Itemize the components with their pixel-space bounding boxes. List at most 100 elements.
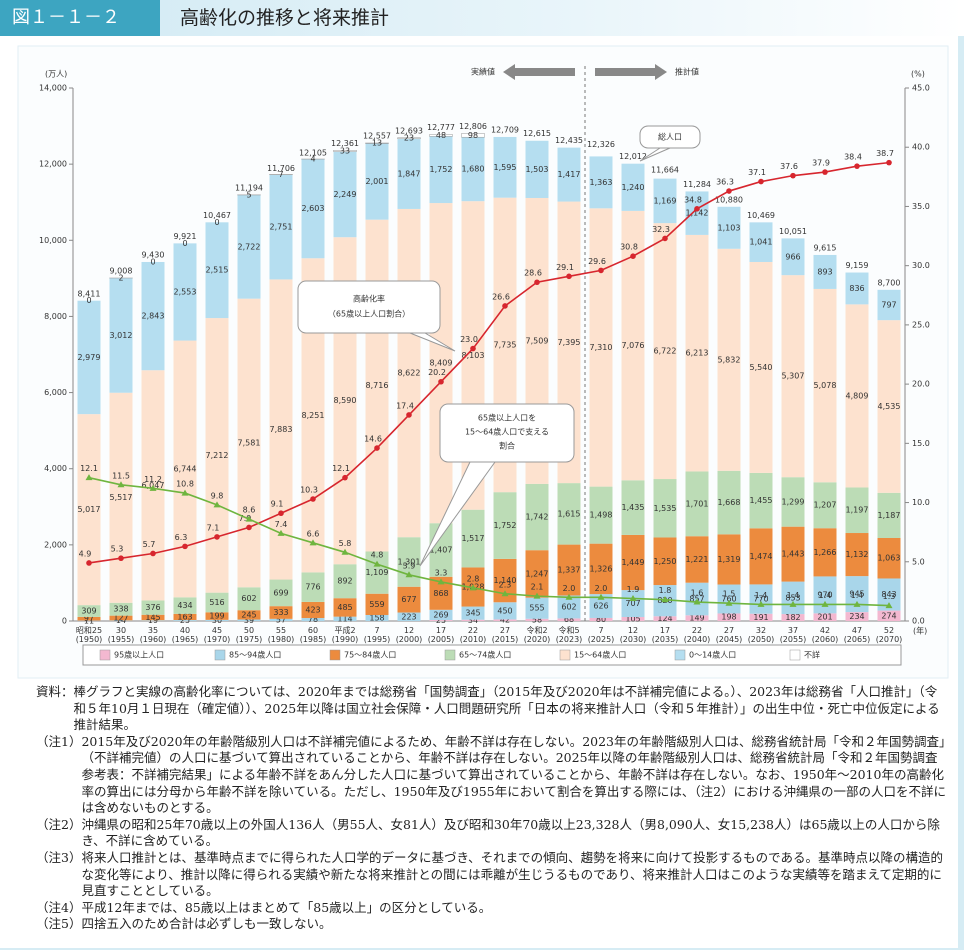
- segment-label: 333: [273, 608, 288, 617]
- line-marker: [149, 484, 157, 491]
- bar-segment: [237, 587, 261, 611]
- bar-segment: [205, 612, 229, 620]
- line-label: 1.4: [755, 591, 768, 600]
- line-marker: [406, 412, 412, 418]
- segment-label: 1,187: [878, 511, 901, 520]
- x-tick-label: 17 (2035): [652, 626, 679, 644]
- line-marker: [277, 529, 285, 536]
- segment-label: 1,197: [846, 506, 869, 515]
- y2-tick-label: 5.0: [912, 557, 925, 566]
- bar-segment: [493, 602, 517, 620]
- segment-label: 5,307: [782, 372, 805, 381]
- bar-segment: [845, 576, 869, 613]
- legend-swatch: [99, 649, 111, 661]
- bar-segment: [525, 597, 549, 619]
- bar-segment: [877, 289, 901, 321]
- line-marker: [789, 600, 797, 607]
- segment-label: 2,979: [78, 353, 101, 362]
- total-label: 10,880: [715, 195, 743, 204]
- chart: 0 2,000 4,000 6,000 8,000 10,000 12,000 14,000 0…: [17, 45, 949, 679]
- x-tick-label: 22 (2010): [460, 626, 487, 644]
- line-label: 17.4: [396, 401, 414, 410]
- legend-label: 15～64歳人口: [574, 650, 626, 660]
- line-label: 10.8: [176, 480, 194, 489]
- line-marker: [341, 548, 349, 555]
- segment-label: 6,722: [654, 347, 677, 356]
- segment-label: 8,590: [334, 396, 357, 405]
- bar-segment: [301, 618, 325, 621]
- line-marker: [726, 188, 732, 194]
- line-label: 11.2: [144, 475, 162, 484]
- bar-segment: [877, 610, 901, 621]
- line-label: 29.6: [588, 257, 606, 266]
- segment-label: 1,319: [718, 555, 741, 564]
- bar-segment: [589, 543, 613, 595]
- line-label: 3.3: [435, 568, 448, 577]
- note-text: 平成12年までは、85歳以上はまとめて「85歳以上」の区分としている。: [81, 899, 492, 915]
- segment-label: 199: [209, 612, 224, 621]
- legend-label: 95歳以上人口: [114, 650, 164, 660]
- bar-segment: [141, 261, 165, 371]
- bar-segment: [749, 528, 773, 585]
- line-marker: [310, 496, 316, 502]
- bar-segment: [621, 210, 645, 481]
- line-label: 1.5: [723, 590, 736, 599]
- segment-label: 2,515: [206, 266, 229, 275]
- bar-segment: [589, 594, 613, 618]
- segment-label: 0: [150, 257, 155, 266]
- note-text: 2015年及び2020年の年齢階級別人口は不詳補完値によるため、年齢不詳は存在し…: [81, 733, 951, 816]
- bar-segment: [653, 616, 677, 621]
- bar-segment: [493, 492, 517, 559]
- bar-segment: [621, 617, 645, 621]
- line-label: 9.8: [211, 491, 224, 500]
- bar-segment: [589, 617, 613, 621]
- bar-segment: [589, 208, 613, 487]
- bar-segment: [749, 472, 773, 529]
- segment-label: 7,581: [238, 438, 261, 447]
- x-tick-label: 17 (2005): [428, 626, 455, 644]
- y-tick-label: 10,000: [39, 236, 67, 245]
- total-label: 12,693: [395, 126, 423, 135]
- bar-segment: [269, 618, 293, 621]
- segment-label: 1,455: [750, 496, 773, 505]
- bar-segment: [461, 137, 485, 202]
- bar-segment: [781, 581, 805, 615]
- bar-segment: [397, 137, 421, 139]
- y-unit: (万人): [45, 70, 67, 79]
- bar-segment: [429, 620, 453, 621]
- segment-label: 127: [113, 614, 128, 623]
- y2-tick-label: 25.0: [912, 320, 930, 329]
- segment-label: 0: [86, 296, 91, 305]
- segment-label: 25: [180, 616, 190, 625]
- segment-label: 4,535: [878, 402, 901, 411]
- x-tick-label: 52 (2070): [876, 626, 903, 644]
- support-callout: [439, 403, 575, 463]
- x-tick-label: 37 (2055): [780, 626, 807, 644]
- y-tick-label: 4,000: [44, 464, 67, 473]
- bar-segment: [397, 138, 421, 209]
- y2-tick-label: 10.0: [912, 498, 930, 507]
- total-callout: [639, 125, 701, 149]
- segment-label: 8,251: [302, 411, 325, 420]
- segment-label: 182: [785, 613, 800, 622]
- line-label: 14.6: [364, 435, 382, 444]
- segment-label: 485: [337, 603, 352, 612]
- bar-segment: [109, 278, 133, 393]
- segment-label: 770: [753, 595, 768, 604]
- bar-segment: [237, 195, 261, 299]
- y2-tick-label: 30.0: [912, 261, 930, 270]
- segment-label: 163: [177, 612, 192, 621]
- segment-label: 1,752: [494, 521, 517, 530]
- segment-label: 245: [241, 610, 256, 619]
- line-label: 2.3: [499, 580, 512, 589]
- segment-label: 345: [465, 609, 480, 618]
- line-marker: [853, 600, 861, 607]
- x-tick-label: 30 (1955): [108, 626, 135, 644]
- segment-label: 98: [468, 131, 478, 140]
- bar-segment: [173, 243, 197, 341]
- segment-label: 1,103: [718, 223, 741, 232]
- line-label: 4.9: [79, 549, 92, 558]
- line-label: 37.1: [748, 168, 766, 177]
- segment-label: 868: [433, 589, 448, 598]
